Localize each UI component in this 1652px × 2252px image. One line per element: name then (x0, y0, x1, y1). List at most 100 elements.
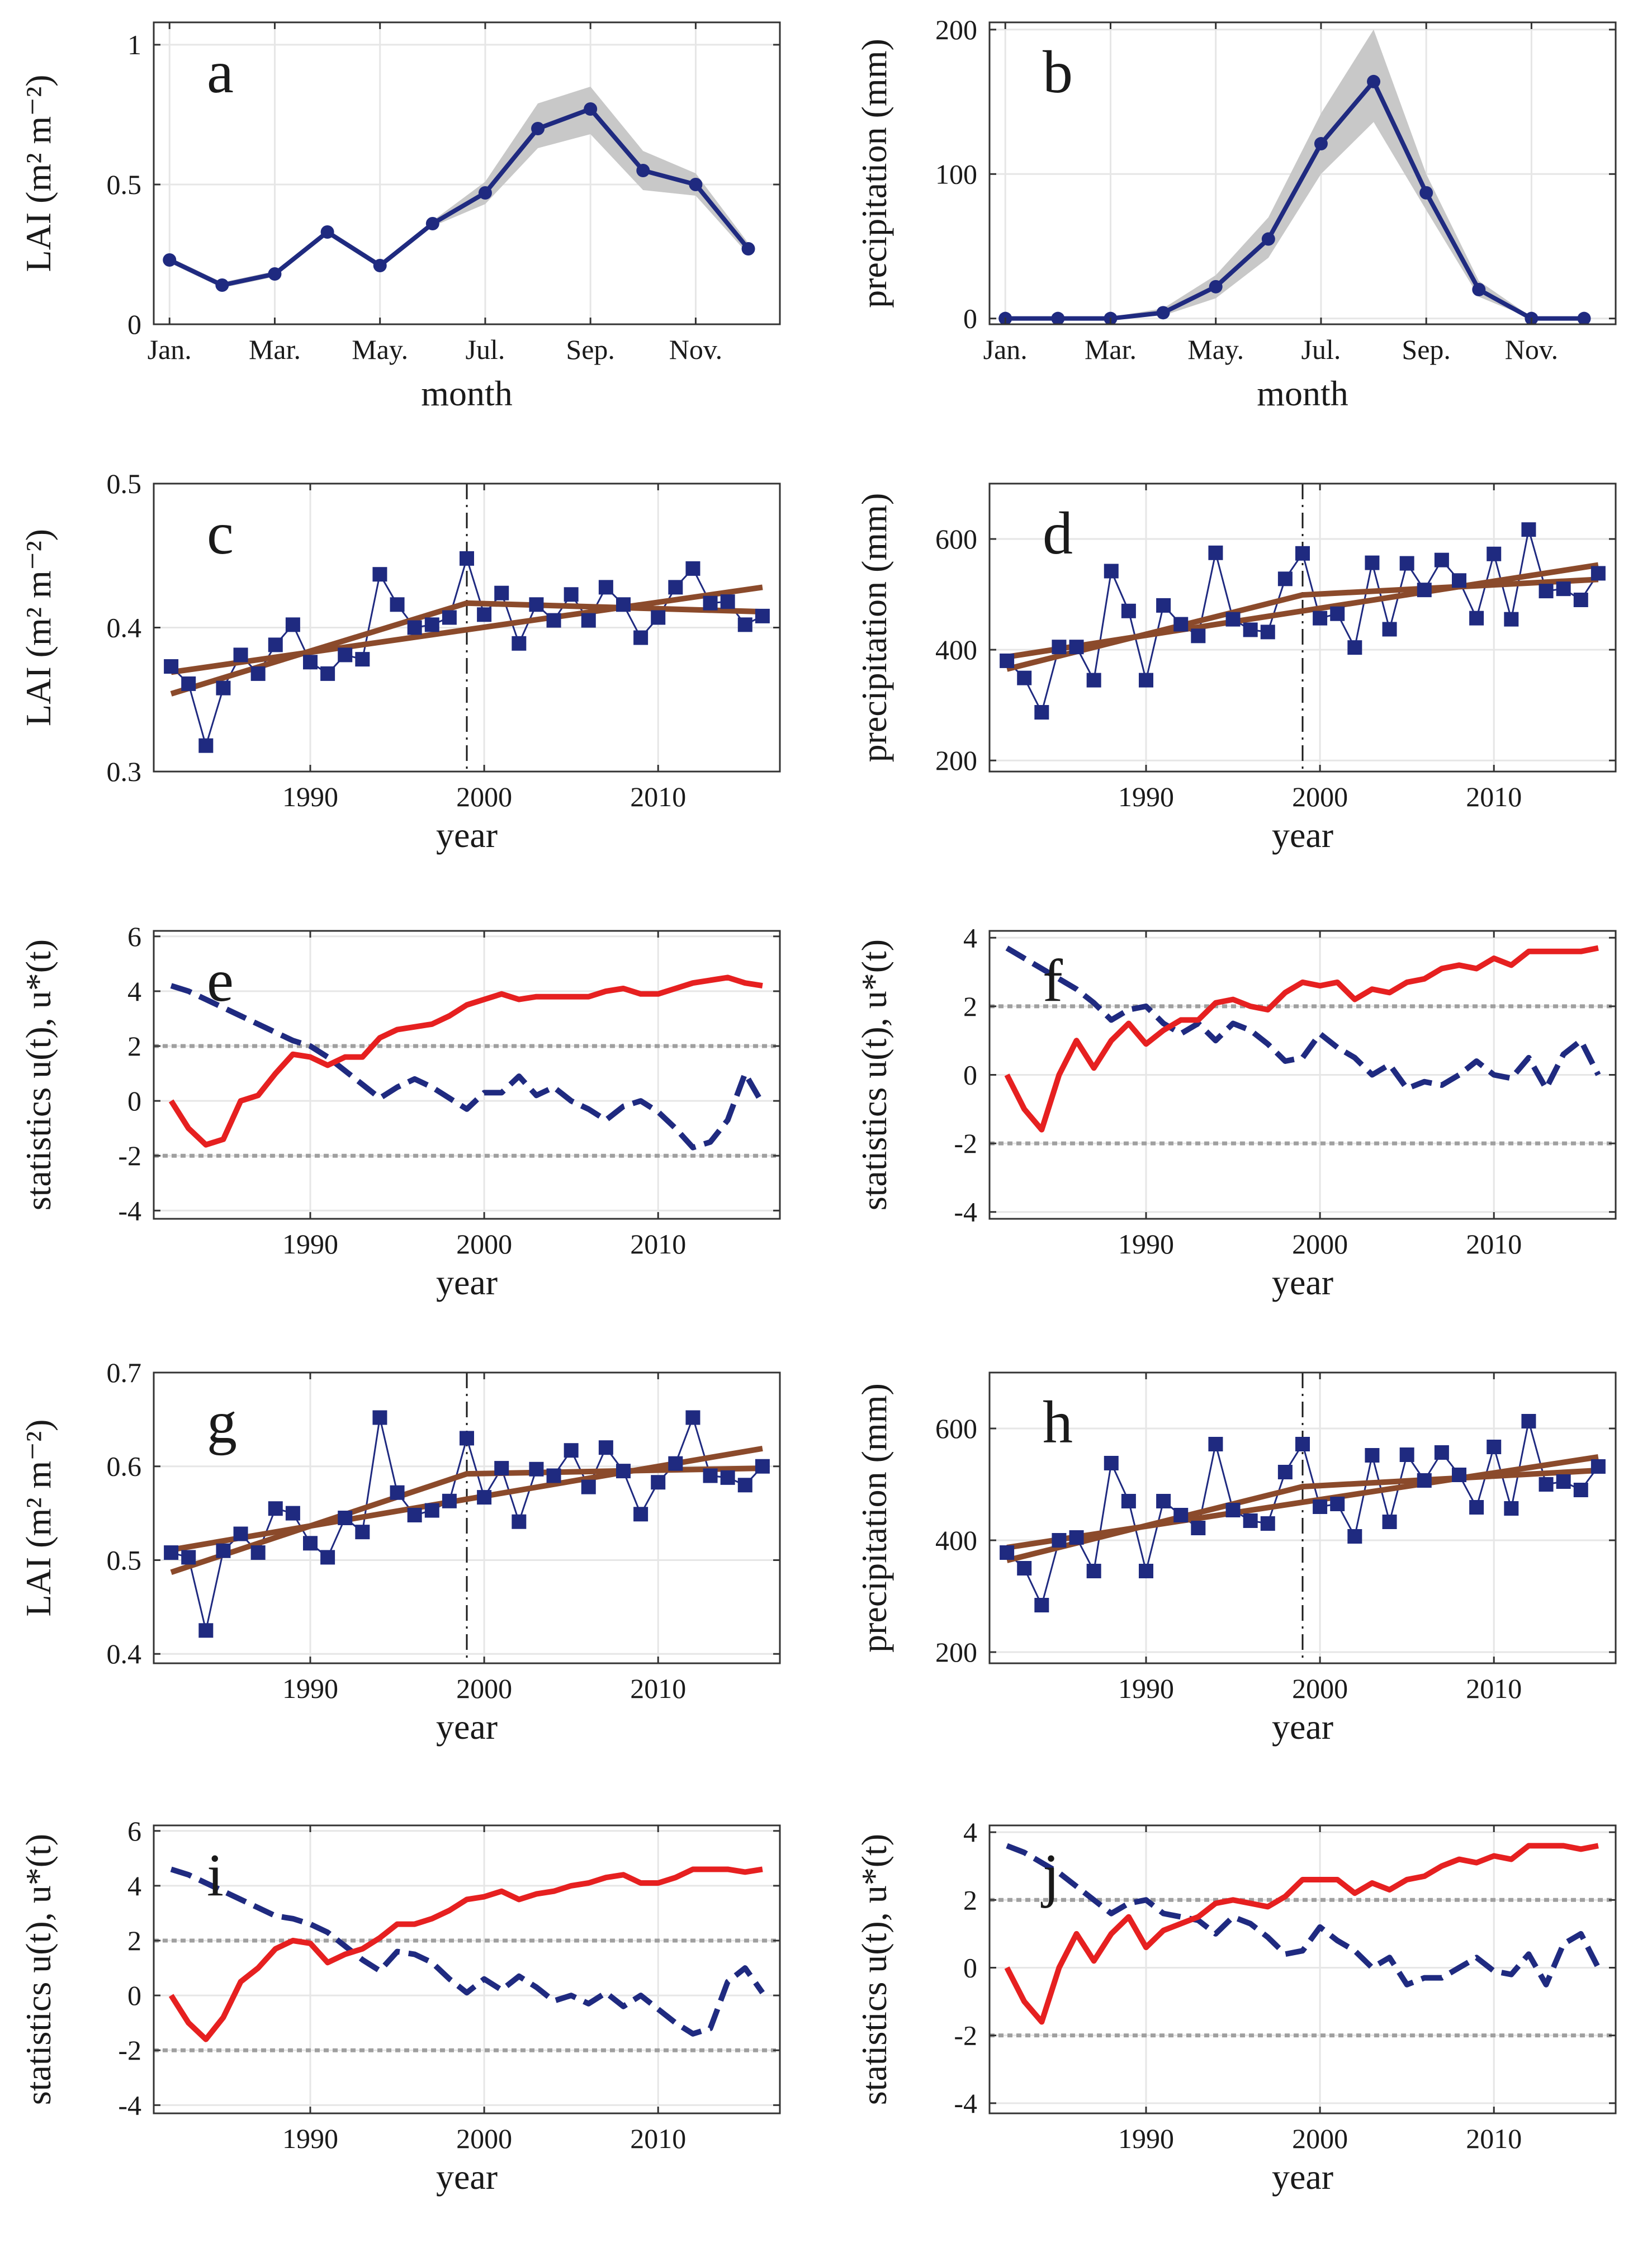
data-point (164, 1545, 179, 1560)
panel-letter: b (1043, 39, 1073, 106)
plot-content (1000, 1373, 1606, 1663)
y-tick-label: 4 (127, 1870, 141, 1901)
y-tick-label: 0.4 (107, 612, 142, 644)
data-point (1295, 546, 1310, 561)
data-point (737, 617, 752, 632)
data-point (477, 1490, 492, 1505)
data-point (215, 278, 229, 292)
data-point (407, 1507, 422, 1522)
data-point (633, 630, 649, 645)
data-point (1000, 1545, 1015, 1560)
y-tick-label: 0 (127, 309, 141, 340)
data-point (1417, 583, 1432, 598)
data-point (1347, 1529, 1362, 1544)
forward-statistic-line (1004, 945, 1599, 1133)
data-point (1591, 1459, 1606, 1474)
data-point (198, 738, 214, 753)
plot-content (164, 1373, 770, 1663)
linear-trend-line (171, 1445, 763, 1553)
data-point (598, 1440, 613, 1455)
plot-frame (988, 482, 1617, 773)
data-point (198, 1623, 214, 1638)
y-tick-label: 6 (127, 1815, 141, 1847)
data-point (1139, 1564, 1153, 1578)
y-tick-label: 0.7 (107, 1357, 142, 1388)
panel-g: 1990 2000 2010 0.4 0.5 0.6 0.7 year LAI (m² m⁻²)… (18, 1357, 781, 1747)
linear-trend-line (171, 584, 763, 675)
x-tick-label: 1990 (282, 1228, 338, 1260)
data-point (181, 676, 196, 691)
data-point (1225, 612, 1241, 627)
data-point (1069, 1530, 1084, 1545)
data-point (1260, 624, 1275, 640)
y-tick-label: 0 (963, 303, 977, 334)
x-tick-label: 2010 (1466, 1228, 1522, 1260)
y-axis-label: precipitation (mm) (854, 493, 894, 763)
data-point (285, 1506, 300, 1521)
x-tick-label: 2010 (1466, 2123, 1522, 2154)
uncertainty-band (1005, 29, 1584, 319)
panel-b: Jan. Mar. May. Jul. Sep. Nov. 0 100 200 month prec… (854, 14, 1617, 413)
data-point (1017, 670, 1032, 685)
data-point (703, 595, 718, 611)
y-tick-label: -2 (118, 1140, 141, 1171)
y-tick-label: 200 (935, 745, 977, 776)
data-point (1243, 622, 1258, 637)
y-axis-label: LAI (m² m⁻²) (18, 1420, 58, 1617)
x-tick-label: Jan. (148, 334, 192, 365)
data-point (1156, 598, 1171, 613)
piecewise-trend-line (170, 1465, 763, 1576)
y-axis-label: statistics u(t), u*(t) (18, 939, 58, 1210)
data-series-line (168, 106, 750, 288)
plot-content (154, 1866, 780, 2052)
x-axis-label: year (1272, 2157, 1333, 2197)
data-point (1469, 1500, 1484, 1515)
data-point (1313, 1499, 1328, 1514)
data-point (372, 1410, 387, 1425)
data-point (1052, 1533, 1067, 1548)
y-tick-label: 0.5 (107, 169, 142, 200)
x-axis-label: year (1272, 1262, 1333, 1302)
data-point (181, 1550, 196, 1565)
y-tick-label: 1 (127, 29, 141, 60)
backward-statistic-line (170, 1866, 765, 2037)
forward-statistic-line (168, 1866, 763, 2042)
data-point (1382, 622, 1397, 637)
y-tick-label: 0 (963, 1952, 977, 1983)
x-tick-label: 1990 (282, 1673, 338, 1704)
forward-statistic-line (168, 974, 763, 1148)
x-tick-label: 2000 (456, 1673, 512, 1704)
data-point (1225, 1503, 1241, 1517)
data-point (703, 1468, 718, 1483)
panel-letter: h (1043, 1389, 1073, 1456)
plot-content (164, 484, 770, 772)
data-point (581, 1479, 596, 1494)
data-point (581, 613, 596, 628)
data-point (233, 647, 248, 663)
x-tick-label: Jan. (983, 334, 1028, 365)
panel-e: 1990 2000 2010 -4 -2 0 2 4 6 year statistics u(t),… (18, 921, 781, 1302)
data-point (1000, 653, 1015, 668)
panel-h: 1990 2000 2010 200 400 600 year precipitation (… (854, 1371, 1617, 1747)
data-point (250, 1545, 266, 1560)
plot-content (998, 29, 1591, 324)
x-tick-label: Nov. (1505, 334, 1558, 365)
y-tick-label: 0 (963, 1059, 977, 1091)
data-point (268, 267, 282, 281)
data-point (355, 652, 370, 667)
data-point (1417, 1473, 1432, 1488)
plot-content (1000, 484, 1606, 772)
x-tick-label: 2000 (456, 2123, 512, 2154)
y-tick-label: 200 (935, 1636, 977, 1668)
y-tick-label: -4 (954, 2088, 977, 2119)
x-axis-label: year (436, 1262, 498, 1302)
y-tick-label: 4 (963, 922, 977, 953)
data-point (1052, 640, 1067, 655)
x-tick-label: May. (1187, 334, 1244, 365)
data-point (564, 1443, 579, 1458)
data-point (1173, 1508, 1189, 1522)
y-axis-label: precipitation (mm) (854, 39, 894, 308)
y-tick-label: -2 (954, 2020, 977, 2051)
x-tick-label: 2000 (456, 781, 512, 812)
data-point (442, 1493, 457, 1508)
